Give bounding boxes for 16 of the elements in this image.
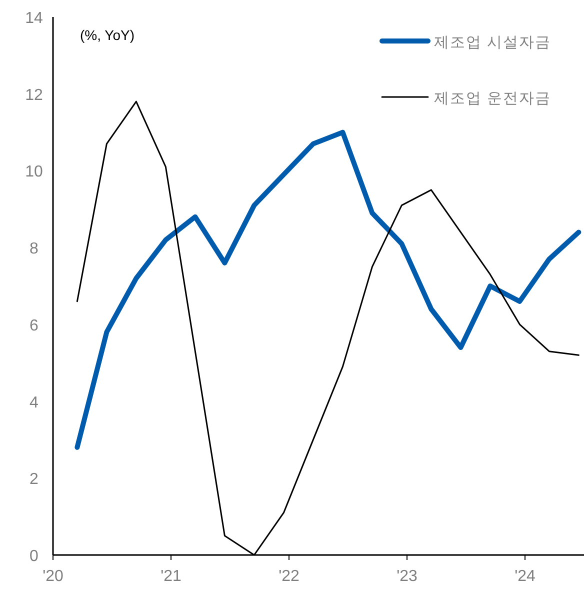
y-tick-label: 0 xyxy=(30,548,39,565)
y-tick-label: 2 xyxy=(30,471,39,488)
y-tick-label: 8 xyxy=(30,240,39,258)
x-tick-label: '22 xyxy=(278,568,300,585)
y-tick-label: 6 xyxy=(30,317,39,334)
x-tick-label: '21 xyxy=(160,568,182,585)
y-tick-label: 10 xyxy=(25,164,43,181)
y-tick-label: 14 xyxy=(25,10,43,27)
legend-label: 제조업 시설자금 xyxy=(434,34,552,51)
x-tick-label: '20 xyxy=(42,568,64,585)
y-tick-label: 12 xyxy=(25,86,43,104)
y-tick-label: 4 xyxy=(30,394,39,412)
x-tick-label: '23 xyxy=(396,568,418,585)
x-tick-label: '24 xyxy=(514,568,536,585)
annotation: (%, YoY) xyxy=(80,27,134,43)
legend-label: 제조업 운전자금 xyxy=(434,90,552,107)
